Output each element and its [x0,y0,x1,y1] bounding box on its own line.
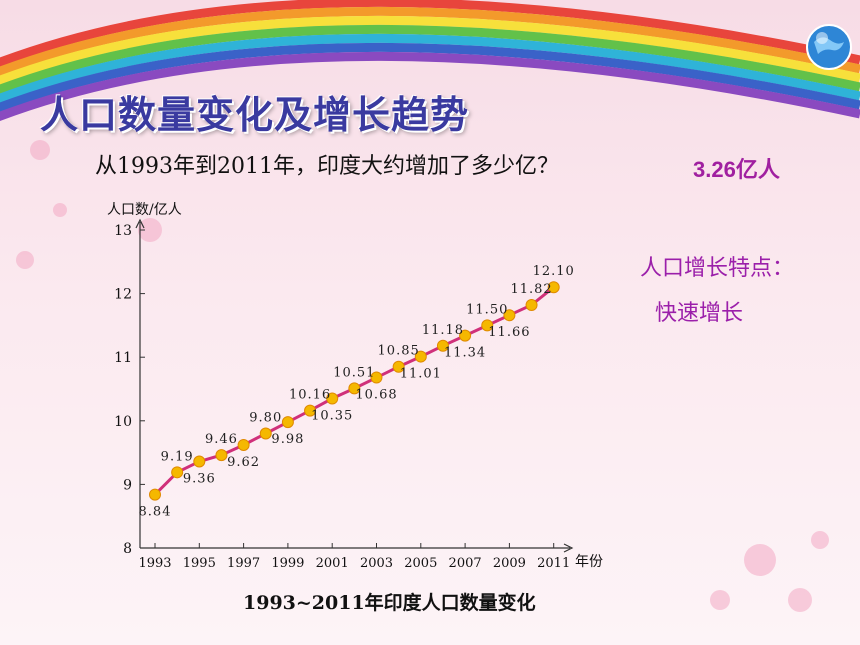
x-tick-label: 1999 [271,556,304,571]
data-value-label: 11.66 [488,325,530,340]
data-value-label: 9.36 [183,472,216,487]
data-value-label: 9.98 [271,432,304,447]
data-point-marker [525,299,538,312]
x-tick-label: 1993 [138,556,171,571]
data-value-label: 10.35 [311,409,353,424]
data-point-marker [348,382,361,395]
data-point-marker [149,488,161,501]
y-axis-label: 人口数/亿人 [107,202,182,218]
data-value-label: 9.80 [249,411,282,426]
data-value-label: 11.18 [422,323,464,338]
x-tick-label: 2005 [404,556,437,571]
question-text: 从1993年到2011年，印度大约增加了多少亿？ [95,154,559,179]
data-point-marker [237,438,250,451]
x-tick-label: 2001 [316,556,349,571]
data-point-marker [259,427,272,440]
data-value-label: 10.85 [378,344,420,359]
data-point-marker [414,350,427,363]
data-point-marker [171,466,184,479]
data-value-label: 11.50 [466,302,508,317]
data-value-label: 8.84 [139,505,172,520]
data-value-label: 11.34 [444,346,486,361]
data-point-marker [481,319,494,332]
x-tick-label: 1997 [227,556,260,571]
data-value-label: 10.68 [355,388,397,403]
data-point-marker [281,416,294,429]
data-point-marker [193,455,206,468]
data-point-marker [459,329,472,342]
chart-caption: 1993~2011年印度人口数量变化 [243,592,536,614]
chart-markers [149,281,560,501]
y-axis-arrow [135,218,145,229]
x-tick-label: 2007 [449,556,482,571]
y-tick-label: 11 [114,350,132,366]
data-value-label: 9.62 [227,455,260,470]
growth-feature-label: 人口增长特点： [640,256,795,281]
data-value-label: 11.01 [400,367,442,382]
data-value-label: 9.19 [161,449,194,464]
x-tick-label: 2009 [493,556,526,571]
data-point-marker [547,281,560,294]
data-point-marker [326,392,339,405]
data-value-label: 10.51 [333,365,375,380]
data-point-marker [304,404,317,417]
x-axis-label: 年份 [575,554,603,570]
y-tick-label: 10 [114,414,132,430]
chart-data-labels: 8.849.199.369.469.629.809.9810.1610.3510… [139,264,575,520]
data-point-marker [215,449,228,462]
y-tick-label: 12 [114,287,132,303]
answer-text: 3.26亿人 [693,157,780,182]
x-axis-arrow [563,543,574,553]
globe-icon [806,24,852,70]
data-point-marker [503,309,516,322]
data-value-label: 10.16 [289,388,331,403]
data-point-marker [392,360,405,373]
x-tick-label: 1995 [183,556,216,571]
chart-axes [135,218,574,553]
page-title: 人口数量变化及增长趋势 [40,93,470,137]
x-tick-label: 2003 [360,556,393,571]
data-value-label: 11.82 [510,282,552,297]
growth-feature-value: 快速增长 [655,301,744,326]
y-tick-label: 8 [123,541,132,557]
data-point-marker [436,339,449,352]
y-tick-label: 13 [114,223,132,239]
data-value-label: 9.46 [205,432,238,447]
data-value-label: 12.10 [533,264,575,279]
data-point-marker [370,371,383,384]
chart-ticks: 8 9 10 11 12 13 1993 1995 1997 1999 2001 2003 2005 20… [114,223,570,571]
y-tick-label: 9 [123,477,132,493]
x-tick-label: 2011 [537,556,570,571]
